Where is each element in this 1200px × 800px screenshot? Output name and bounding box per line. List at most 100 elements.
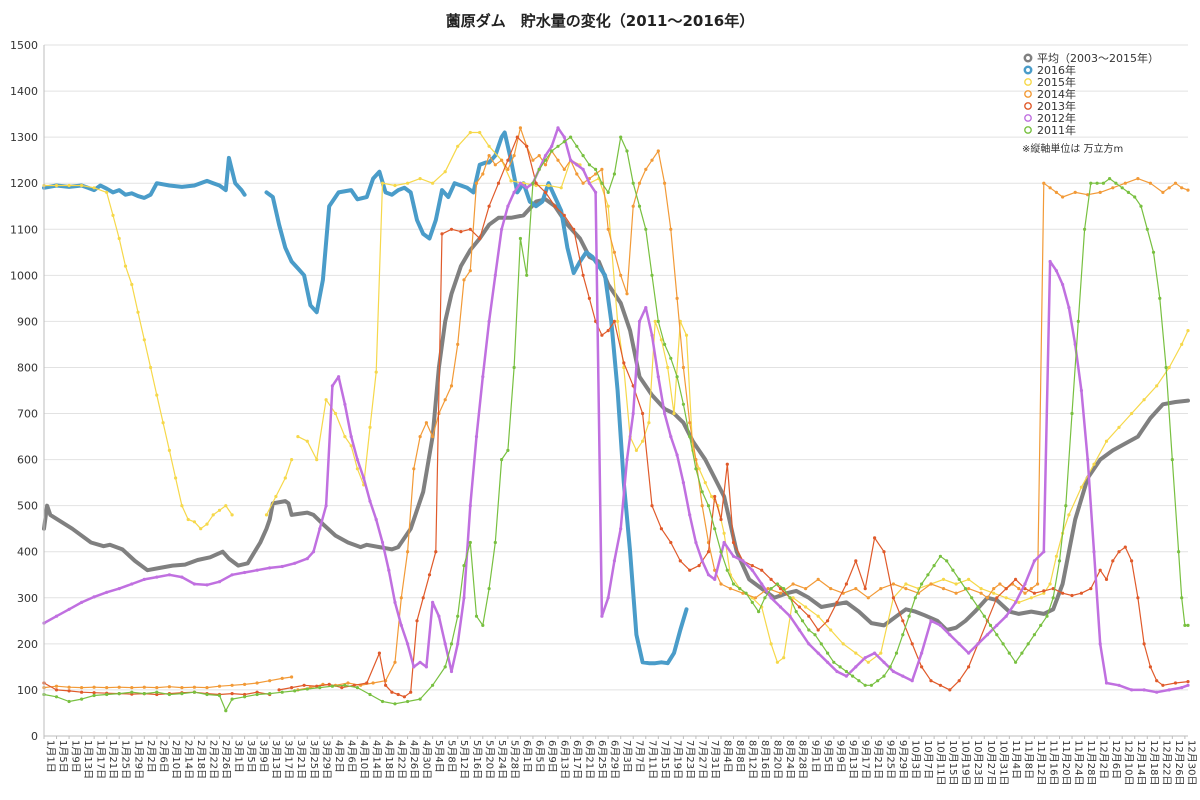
data-point [929,619,933,623]
data-point [399,623,403,628]
data-point [594,167,598,171]
series-line [43,184,233,530]
data-point [67,689,71,693]
data-point [713,527,717,531]
series-3 [42,126,1190,692]
data-point [424,665,428,669]
data-point [700,559,704,563]
data-point [1155,679,1159,683]
data-point [572,227,576,231]
data-point [941,587,946,591]
data-point [54,688,59,692]
data-point [998,582,1002,586]
x-tick-label: 6月5日 [533,740,545,773]
y-tick-label: 1500 [10,39,38,52]
data-point [1098,190,1102,194]
data-point [1151,250,1156,254]
x-tick-label: 10月23日 [972,740,984,785]
legend: ※縦軸単位は 万立方m 平均（2003〜2015年）2016年2015年2014… [1022,51,1159,155]
data-point [963,587,968,591]
series-layer [42,126,1190,713]
data-point [468,540,472,545]
data-point [804,605,808,609]
data-point [797,605,802,609]
data-point [390,690,394,694]
x-tick-label: 1月29日 [132,740,144,779]
legend-entry: 2013年 [1037,99,1076,113]
data-point [130,282,134,287]
data-point [644,167,648,171]
x-tick-label: 12月14日 [1135,740,1147,785]
data-point [1029,587,1033,591]
data-point [515,135,519,139]
data-point [368,692,372,697]
data-point [681,481,686,485]
y-tick-label: 700 [17,408,38,421]
y-tick-label: 1400 [10,85,38,98]
data-point [644,306,648,310]
data-point [305,557,309,561]
data-point [421,596,425,600]
data-point [863,656,867,660]
data-point [155,393,159,397]
data-point [142,577,146,582]
data-point [1079,388,1083,393]
data-point [606,190,610,194]
data-point [791,596,795,600]
x-tick-label: 12月22日 [1160,740,1172,785]
x-tick-label: 2月2日 [145,740,157,773]
x-tick-label: 1月5日 [57,740,69,773]
data-point [697,564,701,568]
data-point [1142,688,1146,692]
data-point [512,365,516,370]
x-tick-label: 3月21日 [295,740,307,779]
data-point [487,204,491,208]
data-point [443,665,447,669]
data-point [569,135,573,139]
data-point [333,411,338,416]
data-point [769,596,773,600]
data-point [327,682,331,687]
series-4 [42,135,1190,699]
data-point [757,610,761,614]
data-point [224,504,228,508]
x-tick-label: 4月14日 [370,740,382,779]
data-point [581,181,585,185]
x-tick-label: 2月26日 [220,740,232,779]
data-point [575,144,579,148]
x-tick-label: 1月21日 [107,740,119,779]
legend-entry: 2015年 [1037,75,1076,89]
data-point [117,587,121,591]
data-point [424,421,428,425]
data-point [443,170,447,174]
data-point [293,689,297,693]
x-tick-label: 12月30日 [1185,740,1197,785]
data-point [443,398,447,402]
data-point [719,582,723,586]
data-point [1111,559,1115,563]
data-point [606,329,610,333]
data-point [829,587,833,591]
legend-marker [1023,53,1033,63]
data-point [487,144,491,148]
data-point [844,674,849,678]
data-point [161,421,165,425]
data-point [412,665,416,669]
data-point [669,435,673,439]
data-point [910,679,914,683]
data-point [750,600,754,605]
data-point [105,590,109,594]
x-tick-label: 6月29日 [609,740,621,779]
data-point [753,596,758,600]
data-point [816,651,820,655]
data-point [816,614,820,618]
data-point [760,582,764,586]
data-point [123,264,128,268]
data-point [431,600,435,605]
data-point [525,273,529,277]
data-point [982,614,986,618]
data-point [1061,591,1065,595]
x-tick-label: 6月17日 [571,740,583,779]
data-point [230,573,234,577]
data-point [92,691,96,695]
